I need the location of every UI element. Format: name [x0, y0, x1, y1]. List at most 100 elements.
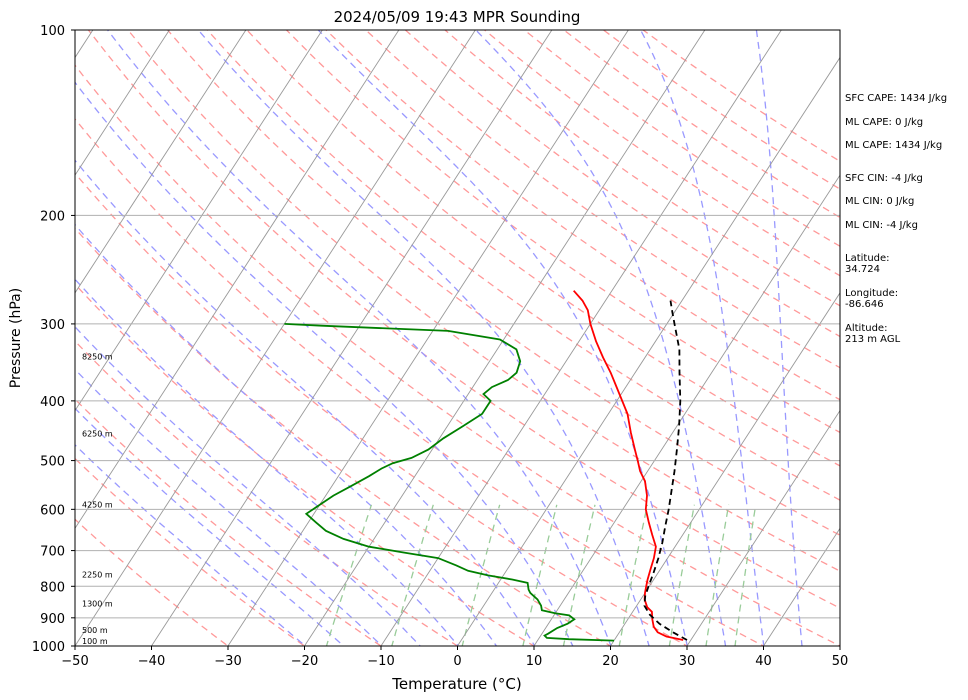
x-tick-label: −10	[367, 654, 394, 669]
dry-adiabat-line	[87, 30, 840, 609]
x-tick-label: 50	[832, 654, 849, 669]
ml-cape-text-2: ML CAPE: 1434 J/kg	[845, 140, 943, 151]
ml-cin-text: ML CIN: 0 J/kg	[845, 196, 915, 207]
dry-adiabat-line	[167, 30, 840, 536]
dry-adiabat-line	[75, 518, 230, 646]
ml-cape-text: ML CAPE: 0 J/kg	[845, 117, 924, 128]
height-label: 2250 m	[82, 571, 113, 580]
latitude-text: Latitude: 34.724	[845, 253, 890, 275]
dry-adiabat-line	[75, 457, 306, 646]
isotherm-line	[456, 56, 840, 646]
sfc-cape-text: SFC CAPE: 1434 J/kg	[845, 93, 948, 104]
moist-adiabat-line	[75, 407, 345, 646]
dry-adiabat-line	[75, 64, 840, 646]
isotherm-line	[150, 30, 553, 646]
moist-adiabat-line	[75, 223, 498, 646]
dry-adiabat-line	[75, 398, 383, 646]
height-label: 4250 m	[82, 500, 113, 509]
chart-title: 2024/05/09 19:43 MPR Sounding	[334, 8, 581, 26]
isotherm-line	[762, 527, 840, 646]
mixing-ratio-line	[705, 504, 730, 646]
ml-cin-text-2: ML CIN: -4 J/kg	[845, 220, 918, 231]
dry-adiabat-line	[246, 30, 840, 467]
dry-adiabat-line	[75, 172, 689, 646]
x-tick-label: 40	[755, 654, 772, 669]
y-tick-label: 900	[40, 612, 65, 627]
mixing-ratio-line	[668, 504, 696, 646]
mixing-ratio-line	[325, 504, 373, 646]
y-tick-label: 600	[40, 503, 65, 518]
longitude-text: Longitude: -86.646	[845, 288, 899, 310]
moist-adiabat-line	[75, 81, 574, 646]
isotherm-line	[380, 30, 782, 646]
moist-adiabat-line	[106, 30, 612, 646]
isotherm-line	[303, 30, 706, 646]
dry-adiabat-line	[75, 340, 459, 646]
isotherm-line	[75, 30, 400, 530]
y-axis-ticks: 100 200 300 400 500 600 700 800 900 1000	[32, 24, 75, 655]
moist-adiabat-line	[75, 443, 307, 646]
y-tick-label: 800	[40, 580, 65, 595]
mixing-ratio-line	[562, 504, 596, 646]
mixing-ratio-line	[522, 504, 558, 646]
x-tick-label: −30	[214, 654, 241, 669]
temperature-profile-line	[573, 290, 684, 641]
height-label: 8250 m	[82, 352, 113, 361]
moist-adiabat-line	[474, 30, 727, 646]
isotherm-line	[75, 30, 323, 412]
moist-adiabat-line	[75, 368, 383, 646]
dewpoint-profile-line	[284, 323, 615, 642]
dry-adiabat-line	[75, 117, 765, 646]
moist-adiabat-line	[197, 30, 650, 646]
y-tick-label: 500	[40, 455, 65, 470]
mixing-ratio-line	[461, 504, 501, 646]
x-tick-label: −20	[291, 654, 318, 669]
profile-series	[284, 290, 688, 642]
isotherm-line	[75, 30, 170, 177]
moist-adiabat-line	[75, 325, 422, 646]
y-tick-label: 100	[40, 24, 65, 39]
x-tick-label: 0	[453, 654, 461, 669]
mixing-ratio-line	[391, 504, 434, 646]
x-tick-label: −50	[61, 654, 88, 669]
y-tick-label: 200	[40, 209, 65, 224]
dry-adiabat-line	[206, 30, 840, 501]
y-tick-label: 1000	[32, 640, 65, 655]
y-tick-label: 300	[40, 318, 65, 333]
dry-adiabat-line	[75, 227, 612, 646]
x-axis-label: Temperature (°C)	[391, 675, 521, 693]
dry-adiabat-line	[286, 30, 840, 434]
sfc-cin-text: SFC CIN: -4 J/kg	[845, 173, 923, 184]
height-label: 1300 m	[82, 600, 113, 609]
mixing-ratio-line	[734, 504, 757, 646]
isotherm-line	[75, 30, 247, 294]
isotherm-line	[75, 30, 476, 646]
x-tick-label: 30	[679, 654, 696, 669]
moist-adiabat-line	[75, 159, 536, 646]
dry-adiabat-line	[75, 283, 536, 646]
parcel-path-line	[643, 300, 688, 641]
height-label: 500 m	[82, 626, 108, 635]
x-tick-label: −40	[138, 654, 165, 669]
x-tick-label: 10	[526, 654, 543, 669]
dry-adiabat-line	[127, 30, 840, 572]
y-axis-label: Pressure (hPa)	[8, 288, 24, 388]
mixing-ratio-line	[618, 504, 649, 646]
x-tick-label: 20	[602, 654, 619, 669]
background-lines	[75, 30, 840, 646]
height-label: 100 m	[82, 637, 108, 646]
isotherm-line	[227, 30, 629, 646]
height-labels: 100 m 500 m 1300 m 2250 m 4250 m 6250 m 8250 m	[82, 352, 113, 646]
moist-adiabat-line	[75, 278, 460, 646]
isotherm-line	[533, 174, 840, 646]
altitude-text: Altitude: 213 m AGL	[845, 323, 901, 345]
x-axis-ticks: −50 −40 −30 −20 −10 0 10 20 30 40 50	[61, 646, 848, 669]
y-tick-label: 400	[40, 395, 65, 410]
isotherm-line	[686, 409, 840, 646]
isotherm-line	[609, 292, 840, 646]
moist-adiabat-line	[755, 30, 803, 646]
y-tick-label: 700	[40, 545, 65, 560]
height-label: 6250 m	[82, 429, 113, 438]
pressure-grid	[75, 30, 840, 646]
